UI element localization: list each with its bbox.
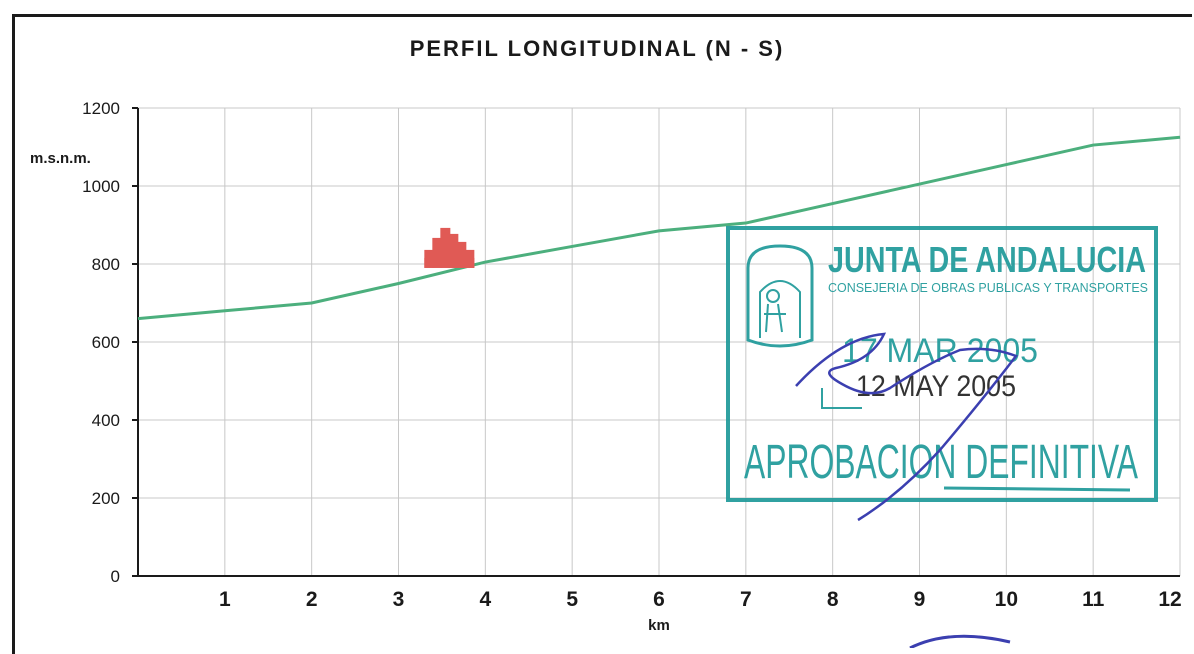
y-tick-label: 1000	[82, 177, 120, 196]
x-tick-label: 11	[1082, 588, 1105, 611]
stamp-subheader: CONSEJERIA DE OBRAS PUBLICAS Y TRANSPORT…	[828, 280, 1148, 295]
town-block	[424, 258, 474, 268]
stamp-underline	[944, 488, 1130, 490]
y-tick-label: 600	[92, 333, 120, 352]
y-tick-label: 0	[111, 567, 120, 586]
x-tick-label: 7	[740, 588, 752, 611]
town-icon	[424, 228, 474, 268]
x-tick-label: 3	[393, 588, 405, 611]
x-tick-label: 10	[995, 588, 1018, 611]
y-tick-labels: 0 200 400 600 800 1000 1200	[82, 99, 120, 586]
x-tick-label: 12	[1158, 588, 1181, 611]
y-tick-label: 400	[92, 411, 120, 430]
x-tick-label: 6	[653, 588, 665, 611]
x-tick-label: 4	[479, 588, 491, 611]
stamp-footer: APROBACION DEFINITIVA	[744, 436, 1138, 489]
coat-of-arms-icon	[748, 246, 812, 346]
approval-stamp: JUNTA DE ANDALUCIA CONSEJERIA DE OBRAS P…	[728, 228, 1156, 500]
y-tick-label: 1200	[82, 99, 120, 118]
y-tick-label: 800	[92, 255, 120, 274]
x-tick-label: 2	[306, 588, 318, 611]
y-tick-label: 200	[92, 489, 120, 508]
x-tick-label: 9	[914, 588, 926, 611]
x-tick-label: 5	[566, 588, 578, 611]
x-tick-label: 1	[219, 588, 231, 611]
x-tick-label: 8	[827, 588, 839, 611]
stamp-header: JUNTA DE ANDALUCIA	[828, 239, 1146, 280]
seal-edge	[910, 636, 1010, 648]
x-axis-label: km	[648, 617, 670, 634]
y-axis-label: m.s.n.m.	[30, 150, 91, 167]
